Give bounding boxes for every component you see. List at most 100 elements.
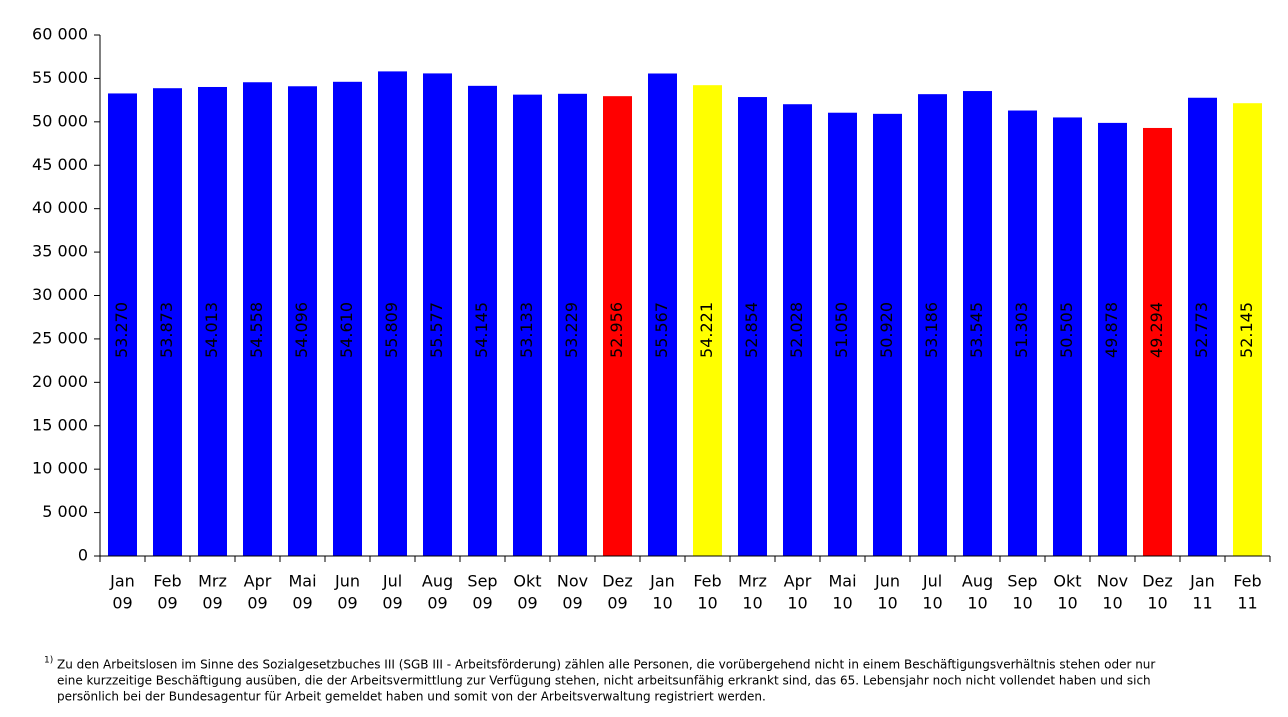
value-label: 53.270 [112,302,131,358]
value-label: 51.303 [1012,302,1031,358]
value-label: 55.577 [427,302,446,358]
x-tick-label: 10 [877,594,897,613]
bar [1188,97,1217,556]
bar [783,104,812,556]
x-tick-label: 09 [157,594,177,613]
x-tick-label: Feb [1233,572,1261,591]
bar [288,86,317,556]
bar [603,96,632,556]
x-tick-label: 09 [247,594,267,613]
value-label: 54.096 [292,302,311,358]
y-tick-label: 45 000 [32,155,88,174]
bar [243,82,272,556]
x-tick-label: Mrz [198,572,227,591]
x-tick-label: Mai [828,572,856,591]
bar [873,113,902,556]
x-tick-label: 09 [292,594,312,613]
footnote-line: persönlich bei der Bundesagentur für Arb… [57,690,766,704]
x-tick-label: 10 [742,594,762,613]
value-label: 52.028 [787,302,806,358]
y-tick-label: 40 000 [32,198,88,217]
x-tick-label: Jul [382,572,402,591]
x-tick-label: Aug [422,572,453,591]
y-tick-label: 60 000 [32,25,88,44]
x-tick-label: Feb [153,572,181,591]
x-tick-label: 09 [562,594,582,613]
bar [648,73,677,556]
x-tick-label: 09 [472,594,492,613]
x-tick-label: Nov [1097,572,1128,591]
bar [558,93,587,556]
x-tick-label: 10 [1012,594,1032,613]
y-tick-label: 15 000 [32,415,88,434]
x-tick-label: 09 [427,594,447,613]
bar [918,94,947,556]
x-tick-label: Sep [1007,572,1037,591]
x-tick-label: Apr [244,572,272,591]
bar [828,112,857,557]
bar [108,93,137,556]
value-label: 52.773 [1192,302,1211,358]
value-label: 53.186 [922,302,941,358]
bar [738,97,767,557]
x-tick-label: Dez [602,572,633,591]
value-label: 49.878 [1102,302,1121,358]
value-label: 50.505 [1057,302,1076,358]
y-tick-label: 20 000 [32,372,88,391]
x-tick-label: 10 [967,594,987,613]
value-label: 54.013 [202,302,221,358]
x-tick-label: 10 [1147,594,1167,613]
x-tick-label: Okt [513,572,541,591]
x-tick-label: Mrz [738,572,767,591]
x-tick-label: Jun [334,572,360,591]
value-label: 52.854 [742,302,761,358]
x-tick-label: 09 [202,594,222,613]
y-tick-label: 25 000 [32,328,88,347]
y-tick-label: 5 000 [42,502,88,521]
x-tick-label: Jan [109,572,135,591]
value-label: 53.133 [517,302,536,358]
y-tick-label: 0 [78,546,88,565]
bar [198,86,227,556]
value-label: 50.920 [877,302,896,358]
bar [333,81,362,557]
x-tick-label: 10 [832,594,852,613]
value-label: 55.809 [382,302,401,358]
x-tick-label: 11 [1237,594,1257,613]
x-tick-label: Aug [962,572,993,591]
x-tick-label: 10 [652,594,672,613]
x-tick-label: Okt [1053,572,1081,591]
x-tick-label: 09 [517,594,537,613]
x-tick-label: Jan [649,572,675,591]
x-tick-label: Sep [467,572,497,591]
value-label: 53.545 [967,302,986,358]
x-tick-label: 09 [112,594,132,613]
x-tick-label: Feb [693,572,721,591]
x-tick-label: 11 [1192,594,1212,613]
bar [1233,103,1262,556]
bar [378,71,407,557]
x-tick-label: 10 [1057,594,1077,613]
x-tick-label: Jul [922,572,942,591]
x-tick-label: 10 [922,594,942,613]
x-tick-label: Mai [288,572,316,591]
value-label: 55.567 [652,302,671,358]
x-tick-label: Dez [1142,572,1173,591]
value-label: 52.956 [607,302,626,358]
value-label: 54.221 [697,302,716,358]
bar [693,85,722,557]
value-label: 54.558 [247,302,266,358]
y-tick-label: 35 000 [32,242,88,261]
x-tick-label: 09 [607,594,627,613]
y-tick-label: 10 000 [32,459,88,478]
y-tick-label: 55 000 [32,68,88,87]
bar [513,94,542,556]
x-tick-label: Apr [784,572,812,591]
bar [963,91,992,557]
value-label: 53.873 [157,302,176,358]
footnote-line: Zu den Arbeitslosen im Sinne des Sozialg… [57,658,1155,672]
x-tick-label: 09 [337,594,357,613]
bar [1143,127,1172,556]
footnote-marker: 1) [44,656,53,666]
